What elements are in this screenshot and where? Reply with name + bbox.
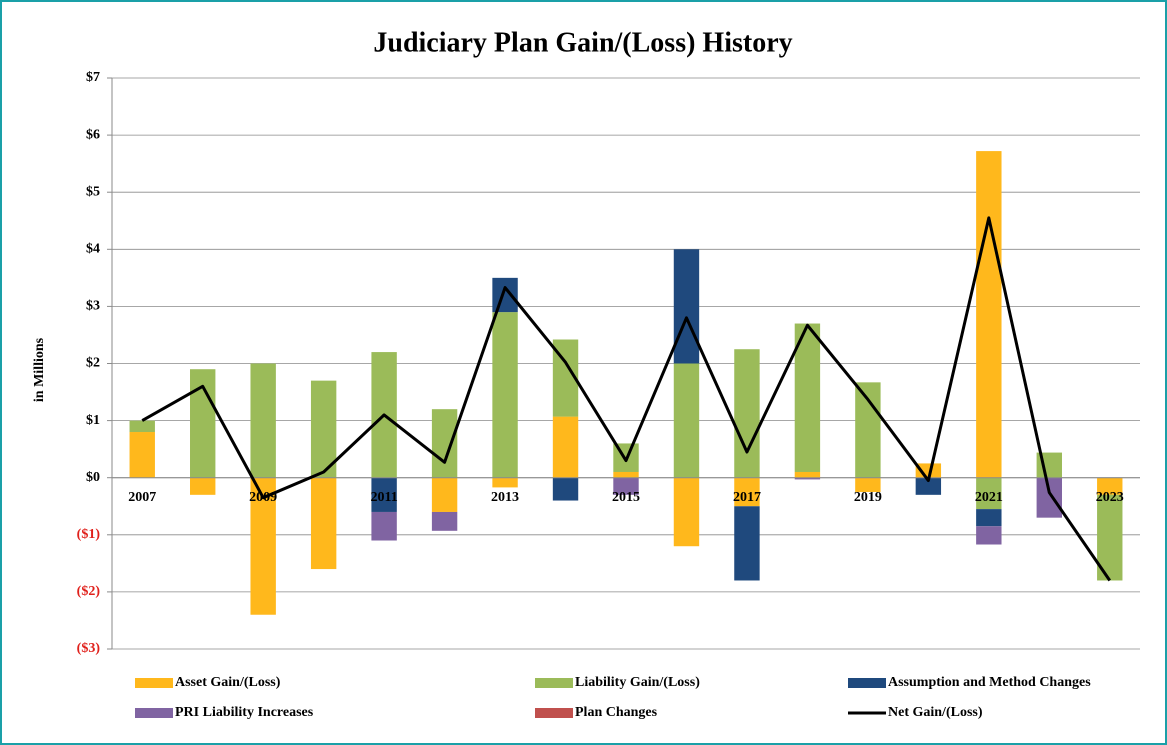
y-tick-label: ($1) [77, 527, 101, 542]
legend-label: Plan Changes [575, 705, 658, 720]
bar [250, 477, 276, 615]
x-tick-label: 2017 [733, 490, 761, 505]
y-tick-label: $6 [86, 127, 100, 142]
x-tick-label: 2009 [249, 490, 277, 505]
y-tick-label: $2 [86, 356, 100, 371]
legend-label: Assumption and Method Changes [888, 675, 1091, 690]
legend-label: Asset Gain/(Loss) [175, 675, 281, 690]
bar [250, 363, 276, 478]
bar [431, 409, 458, 478]
legend-label: Net Gain/(Loss) [888, 705, 983, 720]
bar [492, 312, 518, 478]
bar [371, 477, 397, 512]
bar [613, 477, 639, 495]
y-tick-label: $4 [86, 242, 100, 257]
bar [734, 349, 760, 478]
legend-swatch [535, 678, 573, 688]
chart-title: Judiciary Plan Gain/(Loss) History [373, 27, 792, 58]
bar [190, 477, 216, 495]
x-tick-label: 2011 [371, 490, 398, 505]
y-tick-label: $0 [86, 470, 100, 485]
bar [734, 477, 760, 507]
bar [431, 511, 458, 531]
bar [673, 363, 700, 478]
x-tick-label: 2021 [975, 490, 1003, 505]
bar [310, 477, 337, 570]
legend-swatch [135, 678, 173, 688]
bar [976, 526, 1002, 545]
x-tick-label: 2015 [612, 490, 640, 505]
bar [129, 420, 155, 433]
y-tick-label: ($2) [77, 584, 101, 599]
y-tick-label: $5 [86, 184, 100, 199]
y-tick-label: ($3) [77, 641, 101, 656]
bar [794, 471, 821, 478]
bar [129, 432, 155, 478]
bar [1097, 477, 1123, 495]
bar [613, 471, 639, 478]
bar [855, 477, 881, 492]
legend-swatch [535, 708, 573, 718]
legend-label: Liability Gain/(Loss) [575, 675, 700, 690]
bar [673, 477, 700, 547]
bar [431, 477, 458, 512]
y-axis-label: in Millions [32, 337, 47, 402]
bar [855, 382, 881, 478]
bar [552, 416, 579, 478]
bar [976, 151, 1002, 478]
y-tick-label: $1 [86, 413, 100, 428]
bar [673, 249, 700, 364]
x-tick-label: 2023 [1096, 490, 1124, 505]
bar [794, 477, 821, 480]
legend-swatch [848, 678, 886, 688]
bar [492, 477, 518, 488]
y-tick-label: $3 [86, 299, 100, 314]
bar [976, 477, 1002, 510]
bar [794, 323, 821, 472]
legend-label: PRI Liability Increases [175, 705, 314, 720]
bar [310, 380, 337, 478]
x-tick-label: 2007 [128, 490, 156, 505]
y-tick-label: $7 [86, 70, 100, 85]
bar [915, 477, 942, 495]
bar [734, 506, 760, 581]
x-tick-label: 2013 [491, 490, 519, 505]
bar [976, 509, 1002, 527]
line [141, 216, 1111, 582]
bar [552, 477, 579, 501]
bar [492, 277, 518, 313]
bar [371, 511, 397, 541]
bar [1036, 477, 1062, 518]
legend-swatch [135, 708, 173, 718]
x-tick-label: 2019 [854, 490, 882, 505]
